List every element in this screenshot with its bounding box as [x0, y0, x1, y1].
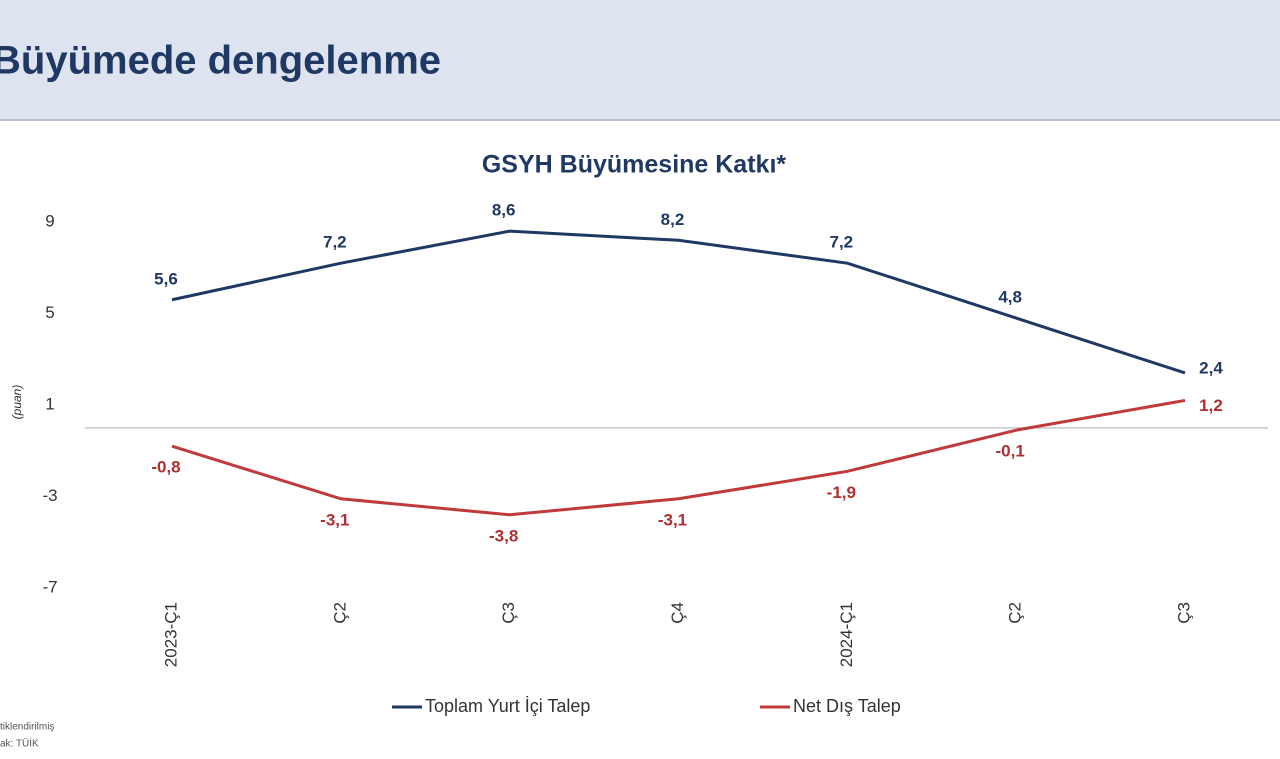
data-label: -3,8: [489, 526, 518, 545]
y-tick-label: -3: [42, 486, 57, 505]
y-tick-label: 9: [45, 211, 54, 230]
chart-title: GSYH Büyümesine Katkı*: [482, 151, 787, 179]
x-tick-label: Ç3: [499, 602, 518, 624]
data-label: 1,2: [1199, 396, 1223, 415]
x-tick-label: Ç3: [1174, 602, 1193, 624]
data-label: 8,2: [661, 210, 685, 229]
data-label: -0,8: [151, 458, 180, 477]
data-label: -3,1: [658, 510, 687, 529]
data-label: 7,2: [830, 233, 854, 252]
data-label: 8,6: [492, 201, 516, 220]
y-axis-label: (puan): [10, 385, 24, 420]
data-label: 7,2: [323, 233, 347, 252]
x-tick-label: Ç2: [1006, 602, 1025, 624]
footnote: tiklendirilmiş: [0, 722, 54, 733]
data-label: 4,8: [998, 288, 1022, 307]
series-line: [171, 229, 1186, 375]
y-tick-label: 5: [45, 303, 54, 322]
slide-title: Büyümede dengelenme: [0, 39, 441, 83]
y-tick-label: -7: [42, 577, 57, 596]
y-tick-label: 1: [45, 394, 54, 413]
legend-label: Toplam Yurt İçi Talep: [425, 696, 590, 716]
data-label: 5,6: [154, 269, 178, 288]
x-tick-label: 2023-Ç1: [161, 602, 180, 667]
footnote: ak: TÜİK: [0, 737, 39, 750]
data-label: 2,4: [1199, 358, 1223, 377]
legend-label: Net Dış Talep: [793, 696, 901, 716]
data-label: -1,9: [827, 483, 856, 502]
data-label: -3,1: [320, 510, 349, 529]
header-band: [0, 0, 1280, 120]
x-tick-label: Ç4: [668, 602, 687, 624]
x-tick-label: Ç2: [330, 602, 349, 624]
x-tick-label: 2024-Ç1: [837, 602, 856, 667]
data-label: -0,1: [996, 442, 1025, 461]
series-line: [171, 398, 1186, 517]
